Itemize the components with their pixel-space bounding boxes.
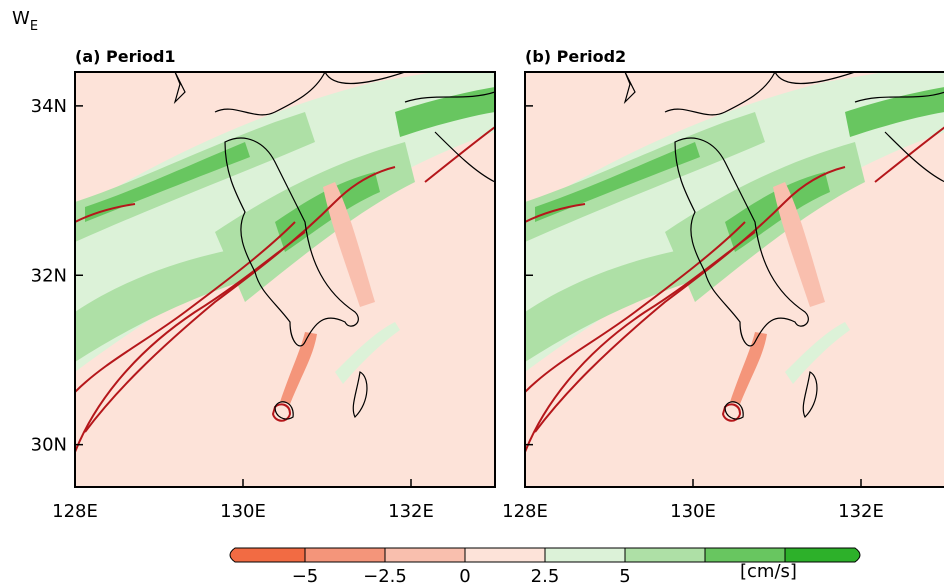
- colorbar-tick-label: −2.5: [363, 566, 407, 584]
- colorbar-segment: [384, 547, 466, 563]
- title-main: W: [12, 8, 30, 29]
- x-tick-label: 130E: [670, 501, 716, 522]
- map-content: [75, 72, 495, 487]
- y-tick-label: 30N: [31, 435, 67, 456]
- title: WE: [12, 8, 38, 34]
- x-tick-label: 128E: [52, 501, 98, 522]
- title-sub: E: [30, 19, 38, 34]
- x-tick-label: 130E: [220, 501, 266, 522]
- colorbar-tick-label: 2.5: [531, 566, 560, 584]
- panel-label: (a) Period1: [75, 47, 176, 66]
- x-tick-label: 128E: [502, 501, 548, 522]
- panel-frame: [74, 71, 496, 488]
- panel-frame: [524, 71, 944, 488]
- colorbar: −5 −2.5 0 2.5 5: [229, 547, 861, 587]
- x-tick-label: 132E: [388, 501, 434, 522]
- map-content: [525, 72, 944, 487]
- colorbar-segment: [304, 547, 386, 563]
- colorbar-segment: [464, 547, 546, 563]
- x-tick-label: 132E: [838, 501, 884, 522]
- y-tick-label: 32N: [31, 265, 67, 286]
- colorbar-segment: [704, 547, 786, 563]
- colorbar-unit: [cm/s]: [740, 561, 797, 582]
- colorbar-segment: [544, 547, 626, 563]
- map-field: [525, 72, 944, 487]
- colorbar-end: [229, 547, 306, 563]
- map-panel: [74, 71, 496, 488]
- panels: [74, 71, 944, 488]
- map-panel: [524, 71, 944, 488]
- map-field: [75, 72, 495, 487]
- colorbar-segment: [624, 547, 706, 563]
- colorbar-tick-label: 0: [459, 566, 470, 584]
- panel-label: (b) Period2: [525, 47, 626, 66]
- colorbar-tick-label: −5: [292, 566, 319, 584]
- colorbar-tick-label: 5: [619, 566, 630, 584]
- y-tick-label: 34N: [31, 96, 67, 117]
- colorbar-end: [784, 547, 861, 563]
